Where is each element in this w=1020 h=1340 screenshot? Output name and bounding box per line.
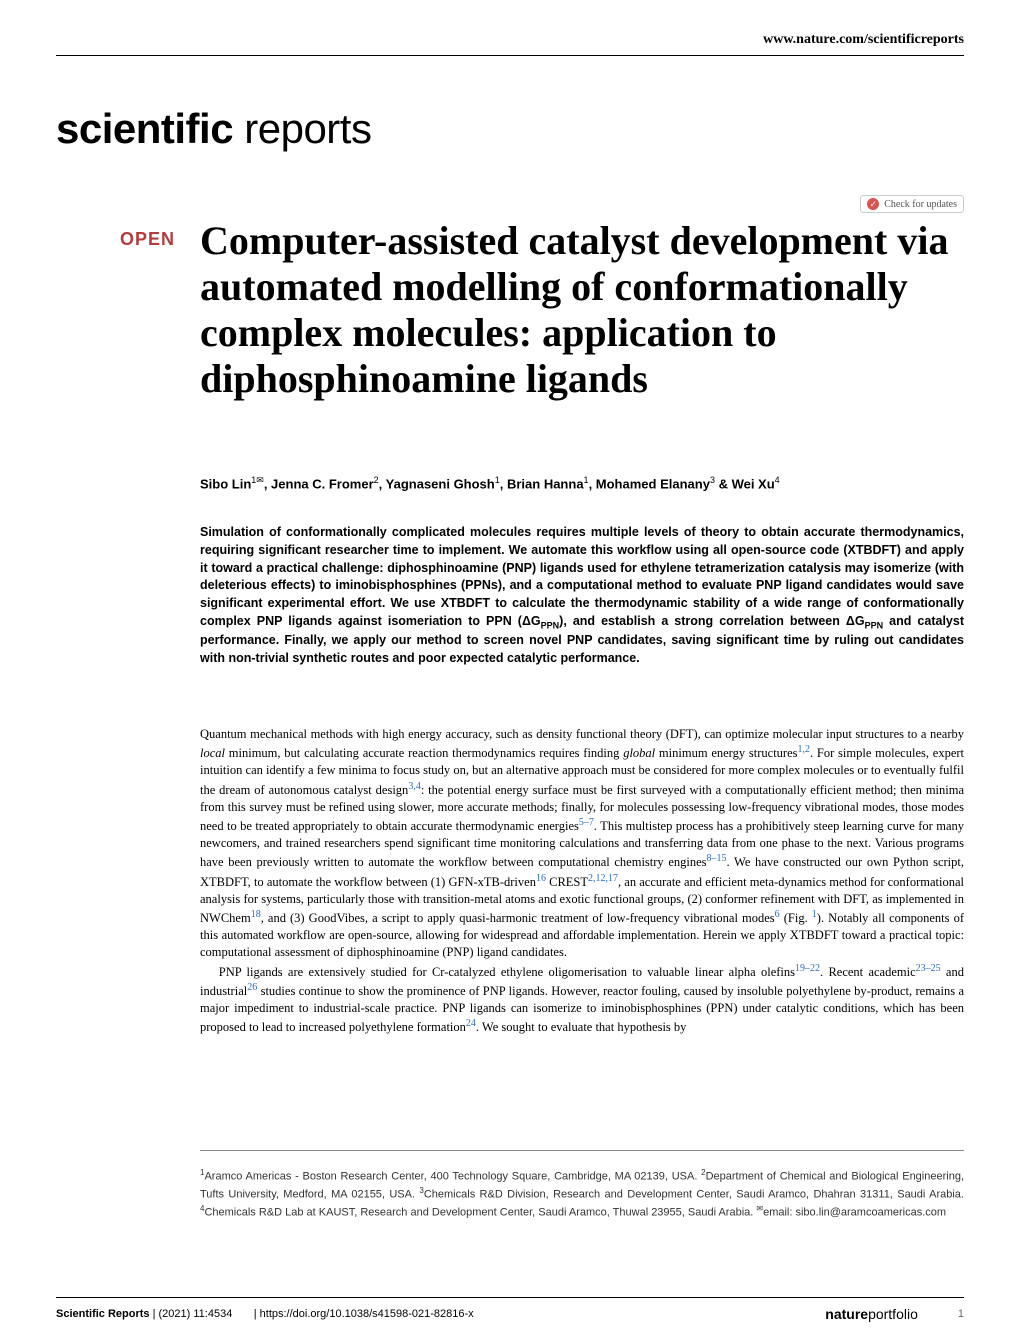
footer: Scientific Reports | (2021) 11:4534 | ht…	[56, 1306, 964, 1322]
footer-journal: Scientific Reports	[56, 1308, 150, 1320]
footer-year-vol: (2021) 11:4534	[159, 1308, 233, 1320]
nature-portfolio-logo: natureportfolio	[825, 1306, 918, 1322]
body-text: Quantum mechanical methods with high ene…	[200, 726, 964, 1037]
crossmark-icon: ✓	[867, 198, 879, 210]
footer-citation: Scientific Reports | (2021) 11:4534 | ht…	[56, 1308, 474, 1320]
header-rule	[56, 55, 964, 56]
check-updates-label: Check for updates	[884, 199, 957, 210]
journal-brand: scientific reports	[56, 105, 371, 153]
open-access-badge: OPEN	[120, 229, 175, 250]
journal-brand-bold: scientific	[56, 105, 233, 152]
article-title: Computer-assisted catalyst development v…	[200, 218, 964, 402]
footer-doi[interactable]: https://doi.org/10.1038/s41598-021-82816…	[260, 1308, 474, 1320]
check-updates-button[interactable]: ✓ Check for updates	[860, 195, 964, 213]
footer-rule	[56, 1297, 964, 1298]
portfolio-light: portfolio	[868, 1306, 918, 1322]
page-number: 1	[958, 1308, 964, 1320]
abstract: Simulation of conformationally complicat…	[200, 524, 964, 668]
nature-bold: nature	[825, 1306, 868, 1322]
authors-list: Sibo Lin1✉, Jenna C. Fromer2, Yagnaseni …	[200, 474, 964, 494]
affiliations: 1Aramco Americas - Boston Research Cente…	[200, 1150, 964, 1221]
header-url: www.nature.com/scientificreports	[763, 32, 964, 48]
journal-brand-light: reports	[233, 105, 371, 152]
body-paragraph-2: PNP ligands are extensively studied for …	[200, 962, 964, 1037]
body-paragraph-1: Quantum mechanical methods with high ene…	[200, 726, 964, 962]
